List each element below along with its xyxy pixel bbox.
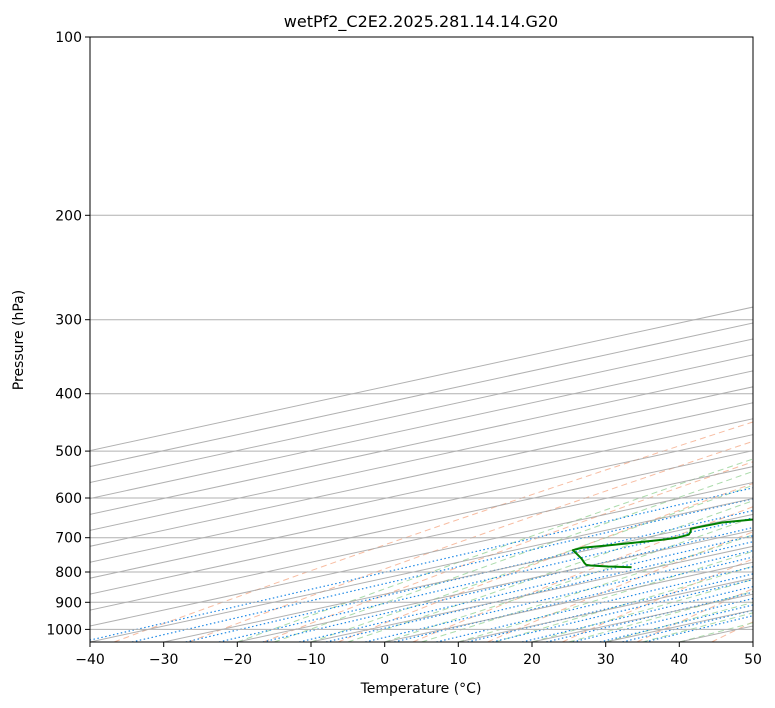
mixing-ratio-line: [521, 585, 753, 642]
mixing-ratio-line: [492, 579, 753, 642]
x-tick-label: −30: [149, 652, 179, 668]
isotherm: [90, 466, 753, 611]
grid-lines: [90, 37, 753, 642]
mixing-ratio-line: [365, 549, 753, 642]
y-tick-label: 800: [55, 565, 82, 581]
x-tick-label: −40: [75, 652, 105, 668]
y-tick-label: 700: [55, 531, 82, 547]
y-tick-label: 400: [55, 387, 82, 403]
isotherm: [237, 529, 753, 642]
y-tick-label: 1000: [46, 622, 82, 638]
plot-frame: [89, 36, 754, 643]
dewpoint-profile: [571, 518, 753, 569]
x-tick-label: 20: [523, 652, 541, 668]
x-tick-label: 10: [449, 652, 467, 668]
mixing-ratio-line: [218, 517, 753, 642]
y-tick-label: 200: [55, 208, 82, 224]
chart-title: wetPf2_C2E2.2025.281.14.14.G20: [284, 12, 558, 32]
isotherm: [90, 450, 753, 595]
dry-adiabat: [188, 440, 753, 642]
x-tick-label: 40: [670, 652, 688, 668]
y-tick-label: 100: [55, 30, 82, 46]
isotherm: [90, 497, 753, 642]
moist-adiabat: [421, 534, 753, 642]
sounding-profiles: [571, 518, 753, 569]
moist-adiabat: [605, 601, 753, 642]
isotherm: [90, 306, 753, 452]
isotherm: [163, 513, 753, 642]
y-tick-label: 500: [55, 444, 82, 460]
moist-adiabat: [384, 516, 753, 642]
isotherm: [90, 434, 753, 579]
x-axis: −40 −30 −20 −10 0 10 20 30 40 50: [75, 642, 762, 668]
y-tick-label: 300: [55, 313, 82, 329]
dry-adiabat: [263, 461, 753, 642]
mixing-ratio-line: [572, 597, 753, 642]
mixing-ratio-line: [546, 591, 753, 642]
x-axis-label: Temperature (°C): [360, 681, 482, 697]
isotherm: [90, 338, 753, 484]
isotherm: [90, 322, 753, 468]
x-tick-label: 30: [597, 652, 615, 668]
y-axis: 100 200 300 400 500 600 700 800 900 1000: [46, 30, 90, 638]
y-tick-label: 900: [55, 595, 82, 611]
isotherm: [90, 418, 753, 563]
y-tick-label: 600: [55, 491, 82, 507]
moist-adiabat: [237, 458, 753, 642]
x-tick-label: 50: [744, 652, 762, 668]
mixing-ratio-line: [90, 487, 753, 641]
y-axis-label: Pressure (hPa): [11, 290, 27, 390]
isotherm: [90, 481, 753, 627]
moist-adiabat: [310, 484, 753, 642]
dry-adiabat: [113, 421, 753, 642]
dry-adiabat: [562, 558, 753, 642]
moist-adiabat: [347, 500, 753, 642]
x-tick-label: −10: [296, 652, 326, 668]
x-tick-label: 0: [380, 652, 389, 668]
x-tick-label: −20: [223, 652, 253, 668]
isotherm: [90, 402, 753, 547]
mixing-ratio-line: [131, 498, 753, 642]
